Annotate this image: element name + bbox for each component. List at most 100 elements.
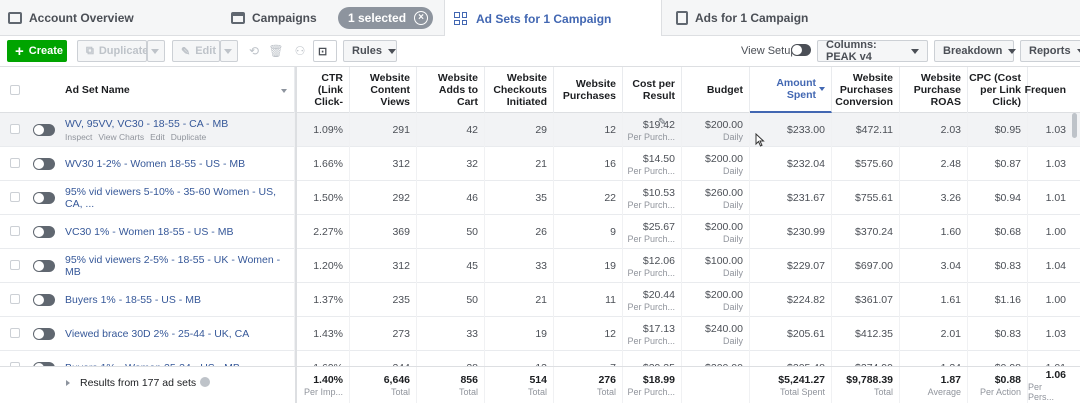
cell-freq: 1.00 — [1045, 294, 1066, 306]
ad-set-name[interactable]: Viewed brace 30D 2% - 25-44 - UK, CA — [59, 317, 295, 351]
cell-wci: 33 — [485, 249, 554, 283]
edit-budget-icon[interactable]: ✎ — [658, 117, 667, 128]
col-header-frequency[interactable]: Frequen — [1024, 84, 1066, 96]
cell-ctr: 1.20% — [297, 249, 350, 283]
tab-label: Ads for 1 Campaign — [695, 11, 809, 25]
cell-wpc: $412.35 — [832, 317, 900, 351]
cell-cpr: $20.44 Per Purch... — [623, 283, 682, 317]
mouse-cursor-icon — [755, 132, 765, 150]
row-checkbox[interactable] — [10, 158, 20, 168]
footer-frequency: 1.06 Per Pers... — [1028, 369, 1066, 402]
col-header-cost-per-result[interactable]: Cost per Result — [623, 67, 682, 113]
col-header-cpc[interactable]: CPC (Cost per Link Click) — [968, 67, 1028, 113]
view-setup-toggle[interactable] — [791, 44, 811, 56]
tab-ads[interactable]: Ads for 1 Campaign — [676, 0, 808, 36]
tab-account-overview[interactable]: Account Overview — [8, 0, 134, 36]
ad-set-toggle[interactable] — [33, 328, 55, 340]
duplicate-dropdown[interactable] — [147, 40, 165, 62]
ad-set-name[interactable]: 95% vid viewers 2-5% - 18-55 - UK - Wome… — [59, 249, 295, 283]
row-checkbox[interactable] — [10, 260, 20, 270]
col-header-name[interactable]: Ad Set Name — [59, 67, 295, 113]
ad-set-toggle[interactable] — [33, 260, 55, 272]
row-checkbox[interactable] — [10, 328, 20, 338]
ad-set-name[interactable]: WV30 1-2% - Women 18-55 - US - MB — [59, 147, 295, 181]
edit-dropdown[interactable] — [220, 40, 238, 62]
cell-wcv: 369 — [350, 215, 417, 249]
columns-dropdown[interactable]: Columns: PEAK v4 — [817, 39, 928, 63]
table-row[interactable]: WV30 1-2% - Women 18-55 - US - MB 1.66% 31… — [0, 147, 1080, 181]
selection-pill[interactable]: 1 selected × — [338, 7, 433, 29]
breakdown-dropdown[interactable]: Breakdown — [934, 40, 1017, 62]
ad-set-name-link[interactable]: WV, 95VV, VC30 - 18-55 - CA - MB — [65, 118, 229, 130]
table-row[interactable]: Buyers 1% - 18-55 - US - MB 1.37% 235 50 21 1… — [0, 283, 1080, 317]
cell-wci: 35 — [485, 181, 554, 215]
row-checkbox[interactable] — [10, 226, 20, 236]
col-header-budget[interactable]: Budget — [682, 67, 750, 113]
tab-ad-sets[interactable]: Ad Sets for 1 Campaign — [444, 0, 662, 37]
cell-watc: 50 — [417, 283, 485, 317]
duplicate-icon: ⧉ — [86, 44, 94, 57]
table-row[interactable]: 95% vid viewers 2-5% - 18-55 - UK - Wome… — [0, 249, 1080, 283]
col-header-adds-to-cart[interactable]: Website Adds to Cart — [417, 67, 485, 113]
table-row[interactable]: 95% vid viewers 5-10% - 35-60 Women - US… — [0, 181, 1080, 215]
cell-cpc: $0.94 — [968, 181, 1028, 215]
rules-button[interactable]: Rules — [343, 40, 397, 62]
cell-roas: 2.01 — [900, 317, 968, 351]
vertical-scrollbar[interactable] — [1072, 113, 1077, 138]
cell-freq: 1.03 — [1045, 328, 1066, 340]
cell-wpc: $472.11 — [832, 113, 900, 147]
select-all-checkbox[interactable] — [10, 85, 20, 95]
ad-set-toggle[interactable] — [33, 158, 55, 170]
ad-set-name-link[interactable]: 95% vid viewers 2-5% - 18-55 - UK - Wome… — [65, 254, 281, 278]
col-header-purchases[interactable]: Website Purchases — [554, 67, 623, 113]
row-checkbox[interactable] — [10, 294, 20, 304]
col-header-content-views[interactable]: Website Content Views — [350, 67, 417, 113]
create-button[interactable]: + Create — [7, 40, 67, 62]
footer-budget — [682, 367, 750, 403]
ad-set-name-link[interactable]: Viewed brace 30D 2% - 25-44 - UK, CA — [65, 328, 250, 340]
col-header-ctr[interactable]: CTR (Link Click- — [297, 67, 350, 113]
row-checkbox[interactable] — [10, 192, 20, 202]
clear-selection-icon[interactable]: × — [414, 11, 428, 25]
ad-set-name[interactable]: VC30 1% - Women 18-55 - US - MB — [59, 215, 295, 249]
col-header-amount-spent[interactable]: Amount Spent — [750, 67, 832, 113]
reports-dropdown[interactable]: Reports — [1020, 40, 1080, 62]
info-icon[interactable] — [200, 377, 211, 387]
ad-set-toggle[interactable] — [33, 294, 55, 306]
cell-roas: 1.60 — [900, 215, 968, 249]
row-action-inspect[interactable]: Inspect — [65, 132, 93, 142]
col-header-roas[interactable]: Website Purchase ROAS — [900, 67, 968, 113]
row-action-duplicate[interactable]: Duplicate — [170, 132, 207, 142]
ad-set-toggle[interactable] — [33, 124, 55, 136]
ad-set-name[interactable]: Buyers 1% - 18-55 - US - MB — [59, 283, 295, 317]
cell-wpc: $370.24 — [832, 215, 900, 249]
discard-icon[interactable]: ⟲ — [248, 44, 260, 58]
edit-button[interactable]: ✎ Edit — [172, 40, 220, 62]
duplicate-button[interactable]: ⧉ Duplicate — [77, 40, 148, 62]
row-action-edit[interactable]: Edit — [150, 132, 165, 142]
ad-set-toggle[interactable] — [33, 192, 55, 204]
ab-test-button[interactable]: ⊡ — [313, 40, 337, 62]
ad-set-name[interactable]: WV, 95VV, VC30 - 18-55 - CA - MB Inspect V… — [59, 113, 295, 147]
row-checkbox[interactable] — [10, 124, 20, 134]
ad-set-name-link[interactable]: 95% vid viewers 5-10% - 35-60 Women - US… — [65, 186, 277, 210]
expand-icon[interactable] — [66, 380, 70, 386]
row-action-view-charts[interactable]: View Charts — [98, 132, 145, 142]
ad-set-name-link[interactable]: Buyers 1% - 18-55 - US - MB — [65, 294, 201, 306]
tab-campaigns[interactable]: Campaigns — [231, 0, 317, 36]
table-row[interactable]: WV, 95VV, VC30 - 18-55 - CA - MB Inspect V… — [0, 113, 1080, 147]
ad-set-name-link[interactable]: WV30 1-2% - Women 18-55 - US - MB — [65, 158, 246, 170]
col-header-checkouts[interactable]: Website Checkouts Initiated — [485, 67, 554, 113]
col-header-purchases-conversion[interactable]: Website Purchases Conversion — [832, 67, 900, 113]
grid-icon — [454, 12, 467, 25]
table-row[interactable]: VC30 1% - Women 18-55 - US - MB 2.27% 369 5… — [0, 215, 1080, 249]
footer-checkouts: 514 Total — [485, 367, 554, 403]
compare-icon[interactable]: ⚇ — [294, 44, 306, 58]
delete-icon[interactable]: 🗑 — [268, 44, 284, 58]
table-row[interactable]: Viewed brace 30D 2% - 25-44 - UK, CA 1.43… — [0, 317, 1080, 351]
ad-set-name-link[interactable]: VC30 1% - Women 18-55 - US - MB — [65, 226, 234, 238]
ad-set-name[interactable]: 95% vid viewers 5-10% - 35-60 Women - US… — [59, 181, 295, 215]
sort-icon — [281, 89, 287, 93]
ad-set-toggle[interactable] — [33, 226, 55, 238]
tab-bar: Account Overview Campaigns 1 selected × … — [0, 0, 1080, 37]
